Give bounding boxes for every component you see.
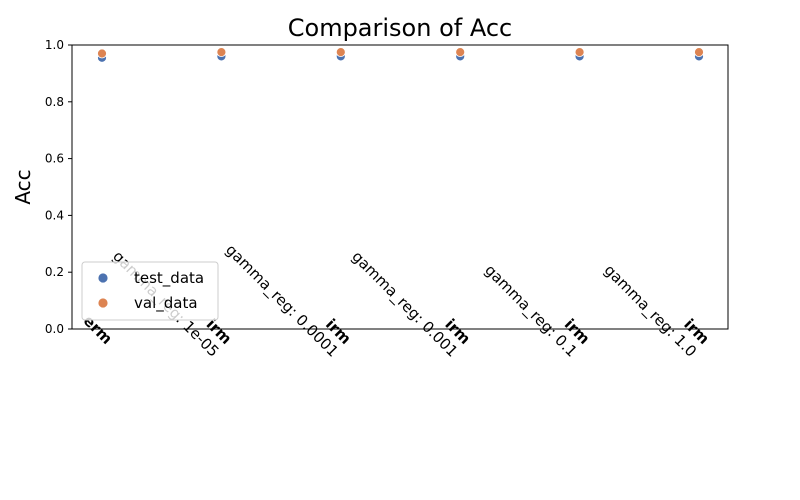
y-tick-label: 0.6 xyxy=(45,152,64,166)
legend-marker xyxy=(97,272,109,284)
chart-title: Comparison of Acc xyxy=(288,14,512,42)
data-point-val-data xyxy=(335,47,346,57)
x-tick-label-param: gamma_reg: 0.1 xyxy=(480,261,580,361)
plot-frame xyxy=(71,44,729,330)
x-tick-label: irmgamma_reg: 0.001 xyxy=(348,235,475,362)
legend-marker xyxy=(97,297,109,309)
y-tick-label: 1.0 xyxy=(45,38,64,52)
legend-box xyxy=(81,261,219,321)
data-point-val-data xyxy=(574,47,585,57)
x-tick-label-param: gamma_reg: 1.0 xyxy=(600,261,700,361)
y-axis-label: Acc xyxy=(11,169,35,204)
legend-label: val_data xyxy=(134,294,198,313)
x-tick-label-param: gamma_reg: 0.0001 xyxy=(221,241,342,362)
data-point-val-data xyxy=(455,47,466,57)
y-tick-label: 0.4 xyxy=(45,208,64,222)
data-point-val-data xyxy=(216,47,227,57)
x-tick-label: irmgamma_reg: 0.1 xyxy=(480,248,593,361)
y-tick-label: 0.0 xyxy=(45,322,64,336)
x-tick-label: irmgamma_reg: 1.0 xyxy=(600,248,713,361)
y-tick-label: 0.8 xyxy=(45,95,64,109)
data-point-val-data xyxy=(97,48,107,59)
x-tick-label-param: gamma_reg: 0.001 xyxy=(348,247,462,361)
data-point-val-data xyxy=(694,47,704,57)
plot-area: 0.00.20.40.60.81.0ermirmgamma_reg: 1e-05… xyxy=(45,38,729,362)
legend-label: test_data xyxy=(134,269,204,288)
x-tick-label: irmgamma_reg: 0.0001 xyxy=(221,228,354,361)
y-tick-label: 0.2 xyxy=(45,265,64,279)
